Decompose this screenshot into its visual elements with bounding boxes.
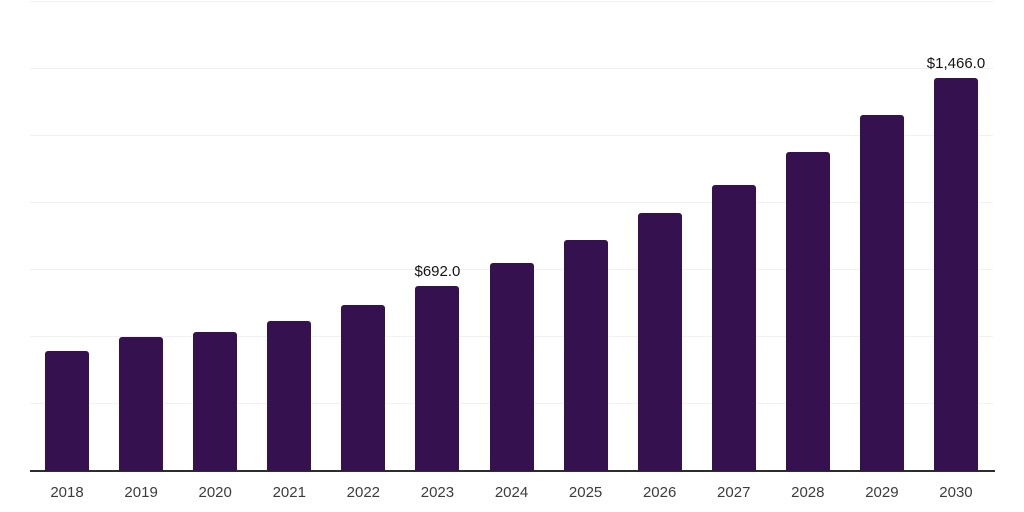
bar-2029: [859, 115, 904, 471]
bar-slot: [474, 0, 548, 471]
bar-slot: [697, 0, 771, 471]
gridline: [30, 68, 993, 69]
bar-2021: [267, 320, 312, 471]
bar-2028: [785, 152, 830, 471]
gridline: [30, 135, 993, 136]
bar-2024: [489, 263, 534, 471]
bar-slot: [104, 0, 178, 471]
bar-slot: $692.0: [400, 0, 474, 471]
bar-2027: [711, 185, 756, 471]
bar-value-label-2023: $692.0: [414, 262, 461, 280]
bar-slot: [178, 0, 252, 471]
x-tick-label-2019: 2019: [124, 484, 158, 501]
bar-slot: [252, 0, 326, 471]
x-tick-label-2029: 2029: [865, 484, 899, 501]
bars-row: $692.0 $1,466.0: [30, 0, 993, 471]
x-tick-label-2023: 2023: [420, 484, 455, 501]
x-tick-label-2021: 2021: [272, 484, 306, 501]
bar-slot: [549, 0, 623, 471]
bar-slot: [623, 0, 697, 471]
bar-2023: [415, 285, 460, 471]
bar-slot: [845, 0, 919, 471]
x-tick-label-2030: 2030: [939, 484, 973, 501]
bar-slot: [30, 0, 104, 471]
bar-slot: [771, 0, 845, 471]
gridline: [30, 1, 993, 2]
bar-2018: [45, 350, 90, 471]
x-tick-label-2018: 2018: [50, 484, 84, 501]
bar-slot: [326, 0, 400, 471]
x-tick-label-2020: 2020: [198, 484, 232, 501]
x-tick-label-2026: 2026: [642, 484, 677, 501]
gridline: [30, 202, 993, 203]
x-axis-line: [30, 470, 995, 472]
bar-value-label-2030: $1,466.0: [926, 55, 986, 73]
bar-slot: $1,466.0: [919, 0, 993, 471]
x-tick-label-2027: 2027: [717, 484, 751, 501]
bar-2019: [119, 337, 164, 471]
x-tick-label-2022: 2022: [346, 484, 381, 501]
x-tick-label-2025: 2025: [568, 484, 603, 501]
x-tick-label-2024: 2024: [494, 484, 529, 501]
bar-2026: [637, 213, 682, 471]
bar-2022: [341, 304, 386, 471]
bar-2025: [563, 239, 608, 471]
x-tick-label-2028: 2028: [791, 484, 825, 501]
bar-2020: [193, 331, 238, 471]
x-axis-tick-labels: 2018 2019 2020 2021 2022 2023 2024 2025 2026 2027…: [30, 484, 993, 504]
bar-2030: [933, 78, 978, 471]
